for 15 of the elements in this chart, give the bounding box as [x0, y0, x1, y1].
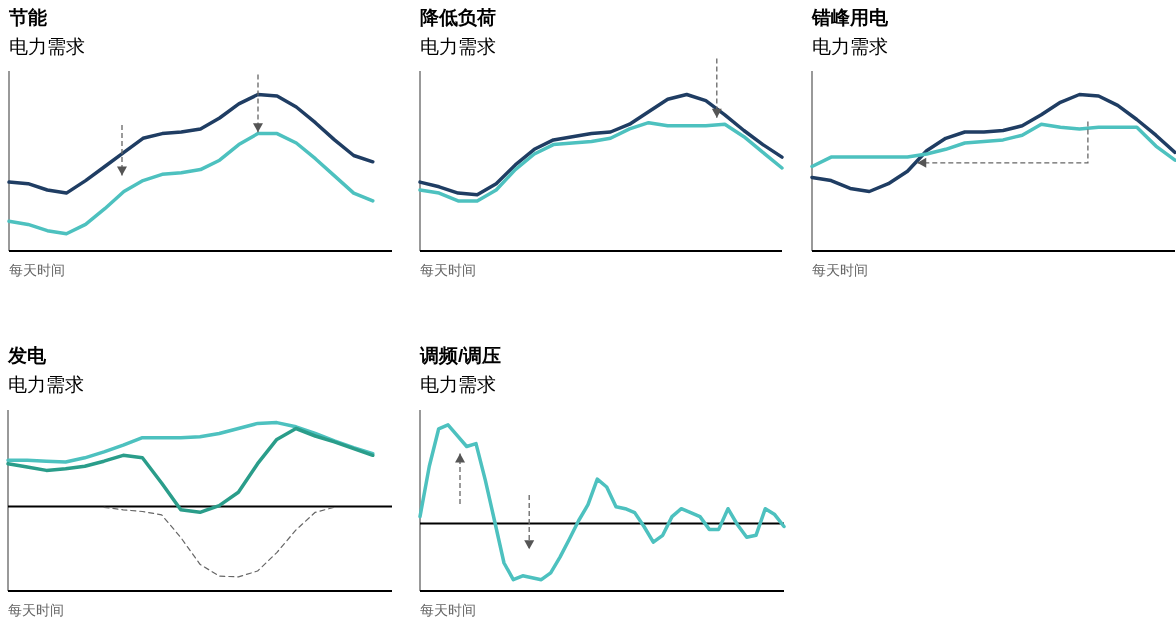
- x-axis-title: 每天时间: [420, 602, 476, 618]
- chart-subtitle: 电力需求: [420, 36, 496, 57]
- x-axis-title: 每天时间: [9, 262, 65, 278]
- chart-title: 调频/调压: [419, 345, 502, 366]
- chart-subtitle: 电力需求: [812, 36, 888, 57]
- chart-title: 发电: [7, 345, 47, 366]
- x-axis-title: 每天时间: [812, 262, 868, 278]
- chart-title: 降低负荷: [420, 7, 496, 28]
- x-axis-title: 每天时间: [8, 602, 64, 618]
- chart-subtitle: 电力需求: [8, 374, 84, 395]
- chart-subtitle: 电力需求: [9, 36, 85, 57]
- x-axis-title: 每天时间: [420, 262, 476, 278]
- chart-title: 错峰用电: [811, 7, 889, 28]
- chart-title: 节能: [8, 7, 47, 28]
- chart-subtitle: 电力需求: [420, 374, 496, 395]
